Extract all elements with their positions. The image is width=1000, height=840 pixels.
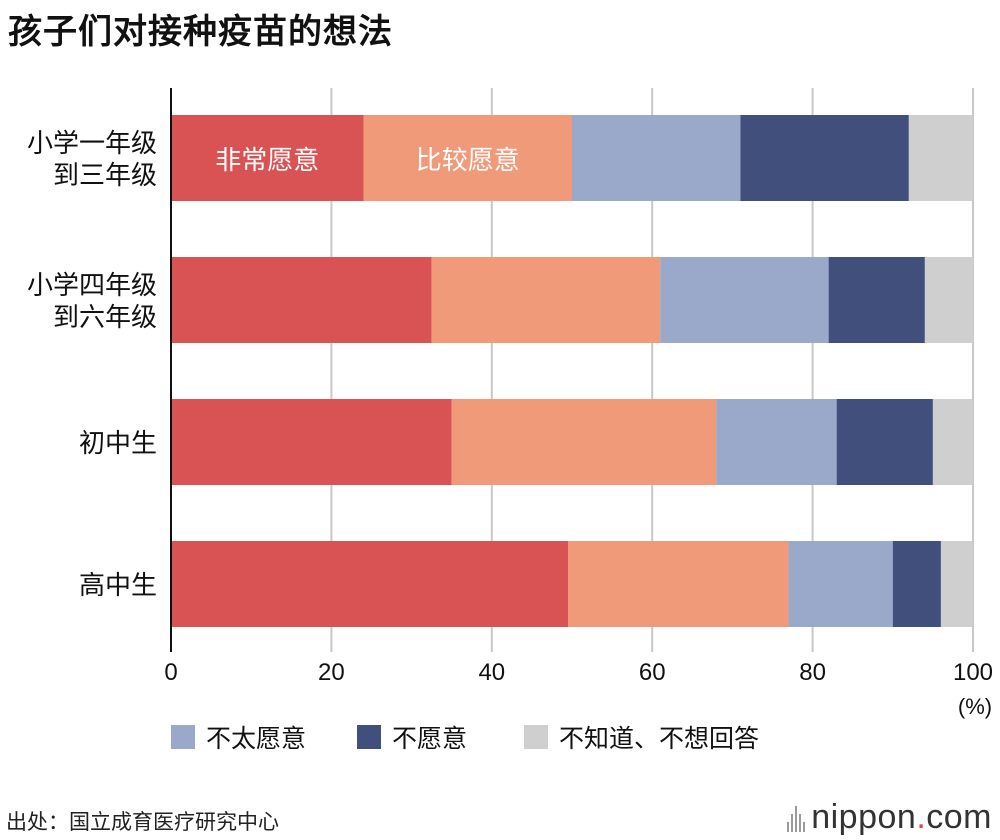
bar-0-0 xyxy=(171,115,364,201)
bar-2-2 xyxy=(716,399,837,485)
legend-label-2: 不知道、不想回答 xyxy=(559,724,759,753)
x-tick-label-80: 80 xyxy=(799,659,826,686)
legend-swatch-0 xyxy=(171,725,195,749)
bar-1-0 xyxy=(171,257,432,343)
bar-0-3 xyxy=(740,115,909,201)
bar-2-0 xyxy=(171,399,452,485)
logo-text: nippon.com xyxy=(811,798,992,836)
bar-1-1 xyxy=(431,257,661,343)
legend-label-1: 不愿意 xyxy=(392,724,467,753)
x-tick-label-40: 40 xyxy=(478,659,505,686)
bar-2-3 xyxy=(836,399,933,485)
x-tick-label-20: 20 xyxy=(318,659,345,686)
bar-3-1 xyxy=(567,541,789,627)
nippon-logo: nippon.com xyxy=(787,798,992,837)
category-label-2-0: 初中生 xyxy=(79,429,157,459)
bar-2-1 xyxy=(451,399,717,485)
x-tick-label-60: 60 xyxy=(639,659,666,686)
bar-3-3 xyxy=(892,541,941,627)
inline-label-0: 非常愿意 xyxy=(215,146,319,176)
legend-swatch-2 xyxy=(524,725,548,749)
category-label-1-0: 小学四年级 xyxy=(27,271,157,301)
x-tick-label-100: 100 xyxy=(953,659,993,686)
legend-swatch-1 xyxy=(357,725,381,749)
source-note: 出处：国立成育医疗研究中心 xyxy=(6,810,279,834)
bar-3-2 xyxy=(788,541,893,627)
x-unit-label: (%) xyxy=(958,694,992,719)
chart-title: 孩子们对接种疫苗的想法 xyxy=(8,12,393,52)
bar-1-4 xyxy=(924,257,973,343)
bar-3-0 xyxy=(171,541,568,627)
category-label-0-0: 小学一年级 xyxy=(27,129,157,159)
bar-1-3 xyxy=(828,257,925,343)
legend-label-0: 不太愿意 xyxy=(206,724,306,753)
bar-2-4 xyxy=(932,399,973,485)
category-label-3-0: 高中生 xyxy=(79,571,157,601)
category-label-1-1: 到六年级 xyxy=(53,303,157,333)
bar-0-1 xyxy=(363,115,572,201)
bar-1-2 xyxy=(660,257,829,343)
bar-0-2 xyxy=(572,115,741,201)
bar-3-4 xyxy=(940,541,973,627)
inline-label-1: 比较愿意 xyxy=(416,146,520,176)
logo-bars-icon xyxy=(787,804,806,832)
x-tick-label-0: 0 xyxy=(164,659,177,686)
category-label-0-1: 到三年级 xyxy=(53,161,157,191)
bar-0-4 xyxy=(908,115,973,201)
